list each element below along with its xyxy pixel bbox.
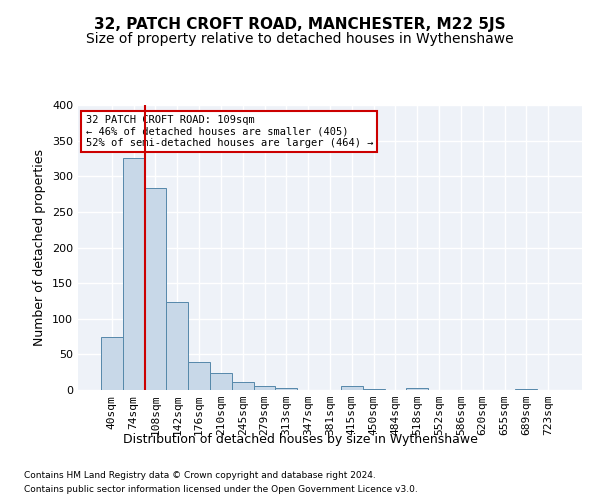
Text: 32, PATCH CROFT ROAD, MANCHESTER, M22 5JS: 32, PATCH CROFT ROAD, MANCHESTER, M22 5J… [94,18,506,32]
Y-axis label: Number of detached properties: Number of detached properties [34,149,46,346]
Bar [123,158,145,390]
Bar [166,302,188,390]
Text: Size of property relative to detached houses in Wythenshawe: Size of property relative to detached ho… [86,32,514,46]
Bar [515,388,537,390]
Bar [254,386,275,390]
Bar [145,188,166,390]
Bar [210,373,232,390]
Bar [232,382,254,390]
Bar [275,388,297,390]
Text: Contains HM Land Registry data © Crown copyright and database right 2024.: Contains HM Land Registry data © Crown c… [24,471,376,480]
Bar [341,386,363,390]
Text: 32 PATCH CROFT ROAD: 109sqm
← 46% of detached houses are smaller (405)
52% of se: 32 PATCH CROFT ROAD: 109sqm ← 46% of det… [86,115,373,148]
Text: Distribution of detached houses by size in Wythenshawe: Distribution of detached houses by size … [122,432,478,446]
Bar [406,388,428,390]
Bar [188,362,210,390]
Bar [101,336,123,390]
Text: Contains public sector information licensed under the Open Government Licence v3: Contains public sector information licen… [24,485,418,494]
